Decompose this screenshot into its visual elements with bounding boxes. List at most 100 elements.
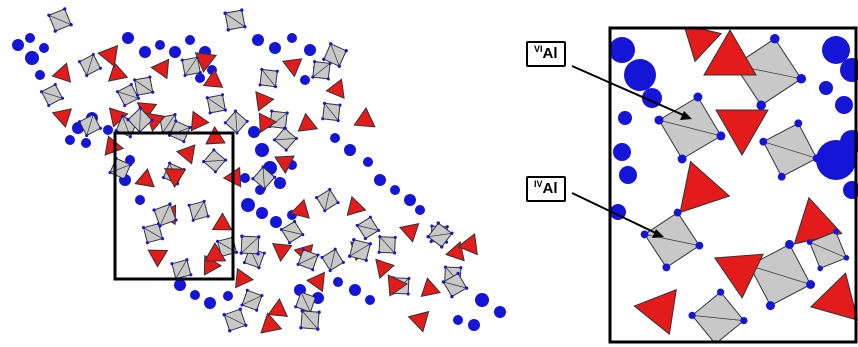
oxygen-node: [256, 252, 260, 256]
oxygen-node: [243, 25, 247, 29]
oxygen-node: [251, 177, 255, 181]
octahedron-edge: [235, 111, 238, 134]
cation-sphere: [12, 39, 24, 51]
oxygen-node: [260, 294, 264, 298]
oxygen-node: [168, 202, 172, 206]
oxygen-node: [688, 311, 696, 320]
cation-sphere: [619, 166, 637, 184]
oxygen-node: [294, 305, 298, 309]
oxygen-node: [161, 175, 165, 180]
oxygen-node: [273, 85, 278, 89]
oxygen-node: [270, 109, 274, 113]
tetrahedron: [457, 232, 478, 256]
tetrahedron: [713, 253, 764, 299]
oxygen-node: [91, 52, 95, 57]
octahedron-edge: [86, 114, 94, 136]
oxygen-node: [333, 247, 337, 251]
oxygen-node: [223, 11, 227, 15]
octahedron-edge: [86, 54, 94, 76]
oxygen-node: [300, 309, 304, 313]
oxygen-node: [245, 119, 249, 123]
oxygen-node: [794, 119, 803, 128]
cation-sphere: [195, 73, 205, 83]
arrowhead-octahedral: [680, 111, 692, 120]
oxygen-node: [128, 163, 133, 167]
tetrahedron: [267, 298, 289, 317]
tetrahedron: [258, 112, 278, 134]
octahedron-edge: [262, 166, 265, 189]
framework-overview: [12, 7, 506, 334]
oxygen-node: [323, 209, 327, 213]
octahedron-edge: [175, 259, 188, 279]
tetrahedron: [274, 155, 295, 175]
oxygen-node: [224, 158, 228, 162]
oxygen-node: [213, 170, 217, 174]
octahedron-edge: [241, 295, 263, 306]
oxygen-node: [189, 273, 193, 277]
octahedron-edge: [763, 141, 817, 159]
tetrahedron: [107, 62, 129, 82]
arrowhead-tetrahedral: [652, 229, 664, 238]
cation-sphere: [613, 143, 631, 161]
octahedron-edge: [240, 236, 260, 254]
oxygen-node: [393, 235, 397, 239]
tetrahedron: [97, 44, 119, 68]
oxygen-node: [328, 269, 332, 273]
oxygen-node: [313, 60, 317, 64]
oxygen-node: [429, 239, 433, 244]
cation-sphere: [241, 198, 255, 212]
oxygen-node: [426, 235, 430, 239]
oxygen-node: [53, 82, 57, 87]
oxygen-node: [258, 83, 262, 87]
oxygen-node: [85, 73, 89, 78]
cation-sphere: [240, 173, 250, 183]
oxygen-node: [326, 77, 330, 81]
octahedron-edge: [143, 227, 163, 240]
oxygen-node: [450, 294, 454, 299]
octahedron-edge: [207, 97, 226, 111]
octahedron-edge: [809, 241, 847, 259]
oxygen-node: [60, 96, 65, 100]
oxygen-node: [812, 154, 821, 163]
cation-sphere: [819, 81, 833, 95]
oxygen-node: [320, 255, 324, 259]
cation-sphere: [204, 297, 216, 309]
oxygen-node: [378, 235, 382, 239]
tetrahedron: [255, 91, 275, 112]
oxygen-node: [173, 113, 177, 117]
oxygen-node: [673, 208, 682, 217]
oxygen-node: [126, 117, 130, 122]
octahedron-edge: [329, 249, 336, 271]
cation-sphere: [287, 33, 297, 43]
oxygen-node: [151, 90, 155, 94]
oxygen-node: [294, 136, 298, 140]
octahedron-edge: [692, 315, 744, 321]
oxygen-node: [272, 138, 276, 142]
oxygen-node: [377, 250, 381, 254]
cation-sphere: [35, 70, 45, 80]
oxygen-node: [191, 218, 195, 222]
oxygen-node: [262, 187, 267, 191]
oxygen-node: [677, 154, 687, 164]
cation-sphere: [453, 315, 463, 325]
oxygen-node: [441, 280, 446, 284]
oxygen-node: [328, 187, 332, 191]
oxygen-node: [406, 292, 410, 296]
cation-sphere: [365, 295, 375, 305]
cation-sphere: [174, 279, 186, 291]
oxygen-node: [63, 7, 67, 11]
oxygen-node: [202, 160, 206, 164]
tetrahedron: [420, 277, 442, 297]
octahedron-edge: [162, 114, 176, 133]
oxygen-node: [344, 49, 348, 53]
octahedron-edge: [139, 107, 141, 133]
oxygen-node: [806, 280, 816, 289]
oxygen-node: [128, 135, 132, 139]
oxygen-node: [436, 221, 440, 225]
cation-sphere: [300, 75, 310, 85]
oxygen-node: [174, 119, 178, 123]
oxygen-node: [293, 219, 297, 223]
label-octahedral-sup: VI: [534, 44, 543, 54]
cation-sphere: [269, 42, 281, 54]
